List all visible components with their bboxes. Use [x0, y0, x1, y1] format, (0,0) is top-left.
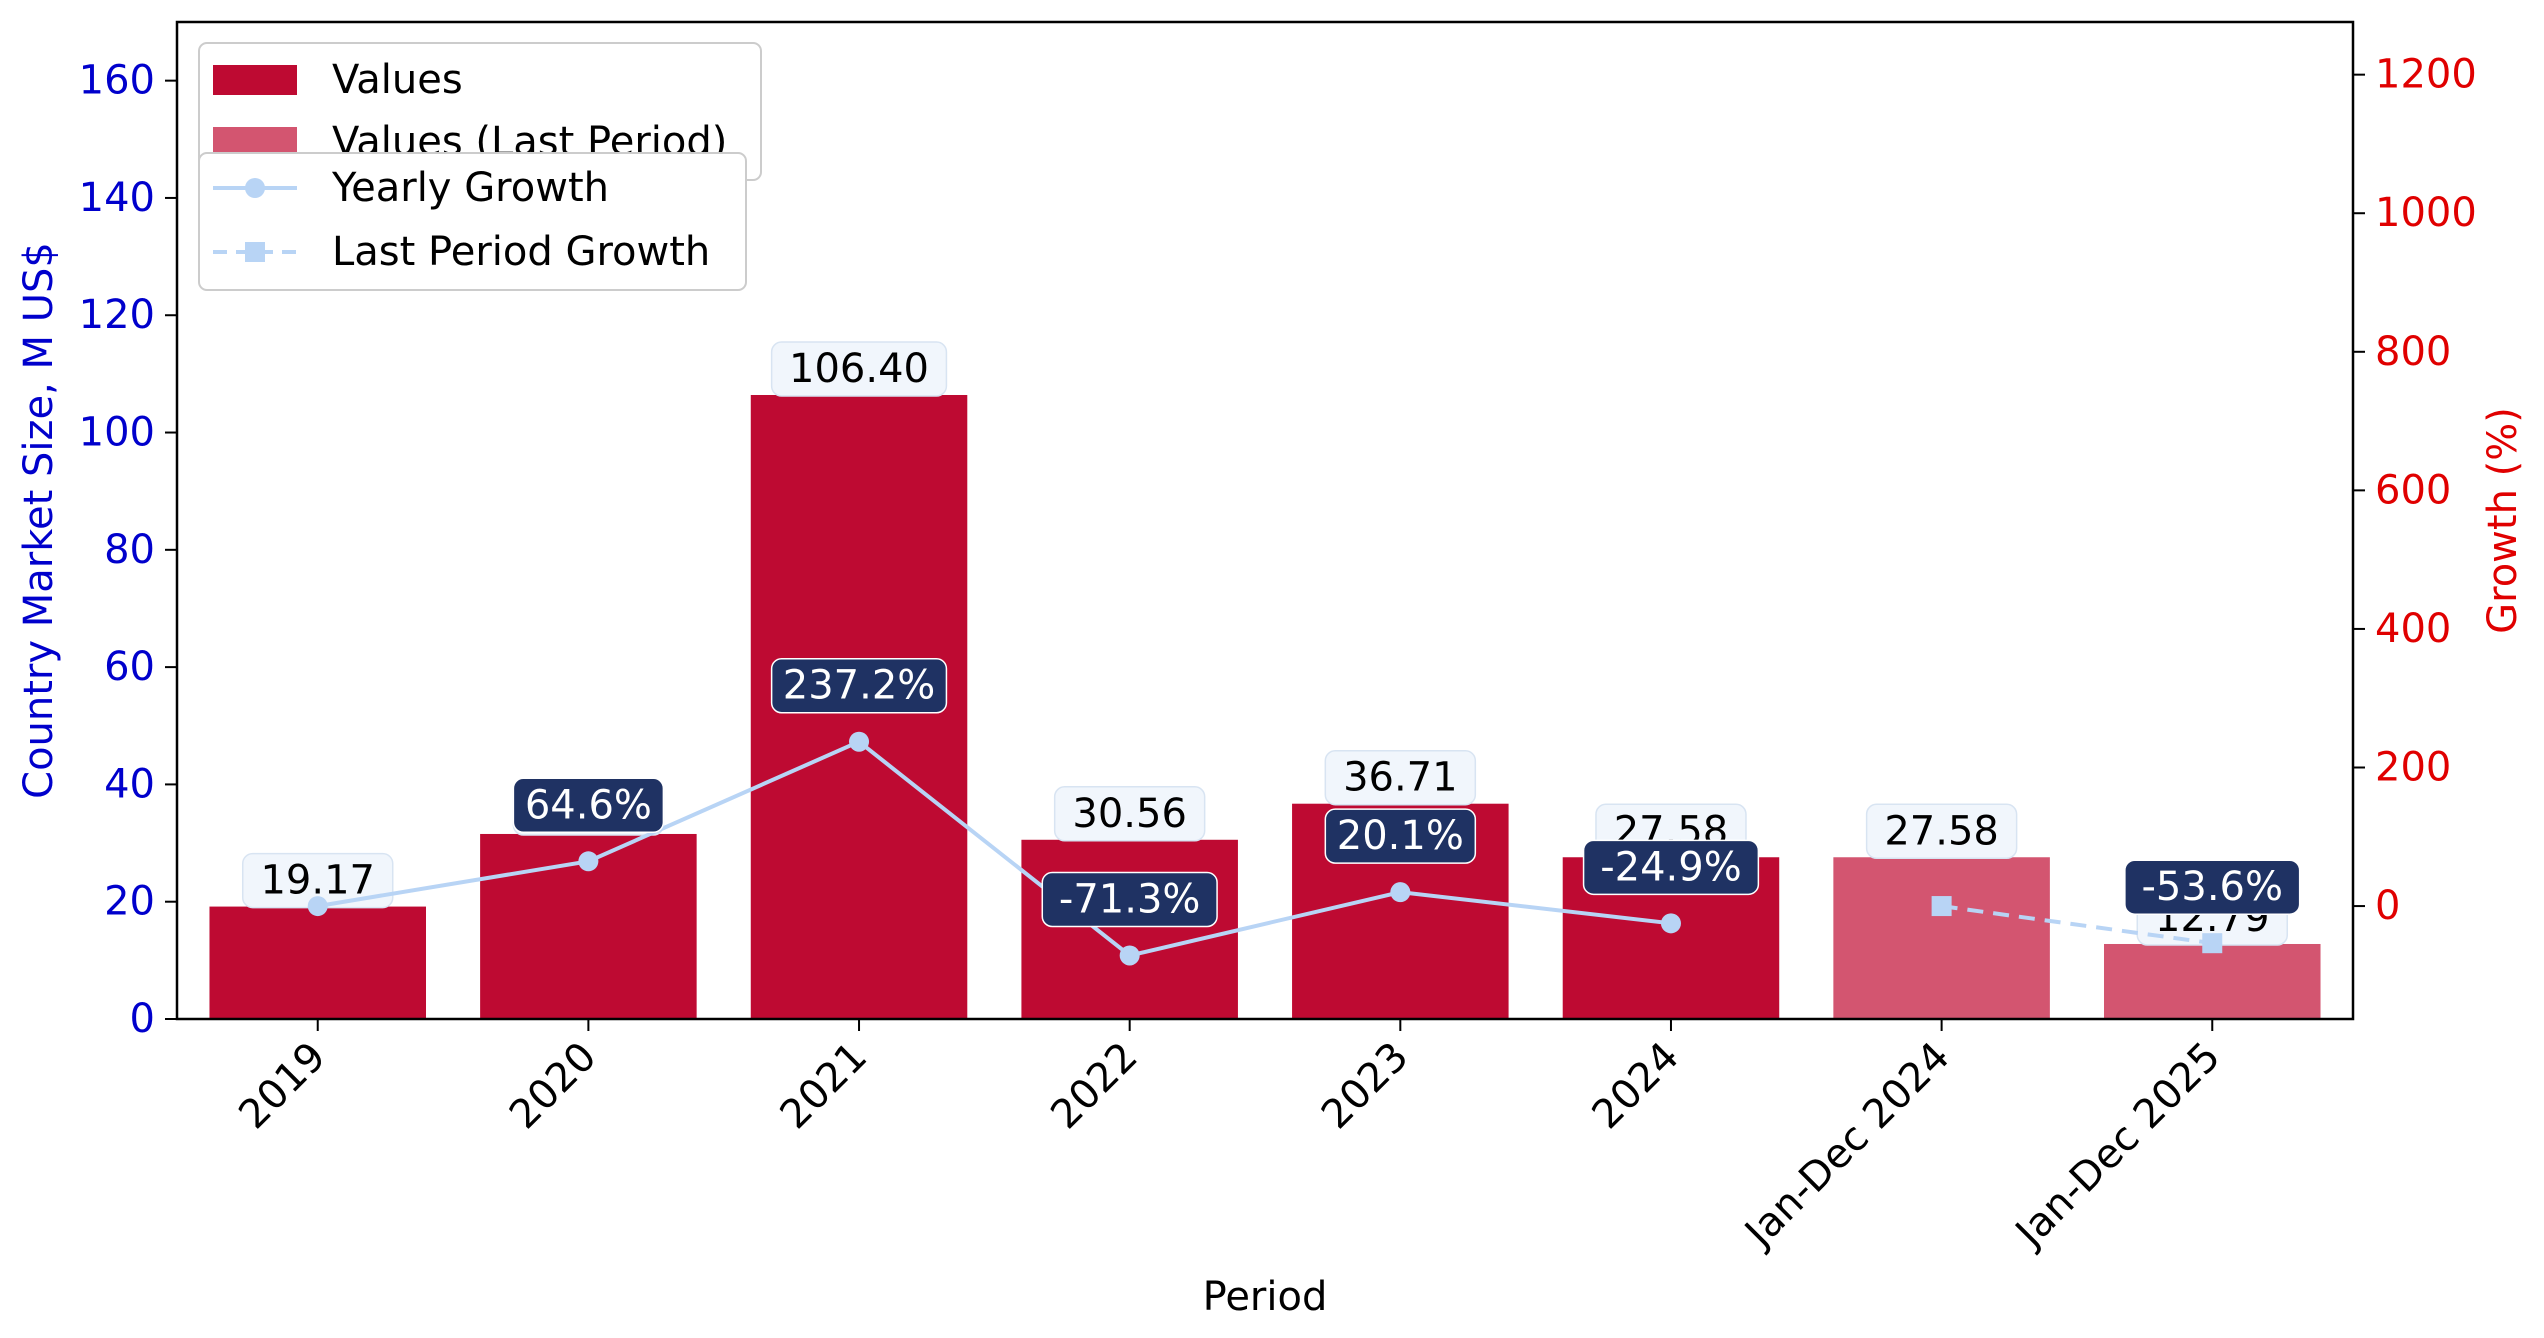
growth-value-label-text: 237.2%: [783, 663, 936, 709]
y2-tick-label: 1000: [2375, 190, 2477, 236]
x-tick-label: Jan-Dec 2025: [2005, 1034, 2229, 1258]
growth-marker: [2202, 933, 2223, 954]
y-tick-label: 100: [79, 410, 155, 456]
bar-value-label-text: 27.58: [1884, 808, 1999, 854]
legend-label: Last Period Growth: [332, 229, 710, 275]
legend-marker: [245, 242, 265, 262]
bar-value-label: 30.56: [1053, 786, 1206, 842]
growth-value-label-text: -71.3%: [1059, 876, 1201, 922]
y-tick-label: 0: [130, 996, 155, 1042]
growth-value-label-box: [1582, 839, 1760, 896]
y2-tick-label: 400: [2375, 606, 2451, 652]
growth-value-label-text: 64.6%: [525, 782, 652, 828]
growth-value-label-box: [1041, 871, 1218, 928]
growth-value-label: 237.2%: [770, 657, 948, 714]
growth-marker: [1390, 882, 1411, 903]
growth-marker: [1931, 896, 1952, 917]
x-tick-label: 2020: [501, 1034, 606, 1139]
legend-box: [198, 152, 747, 291]
growth-value-label: -24.9%: [1582, 839, 1760, 896]
growth-marker: [578, 851, 599, 872]
growth-value-label-box: [2124, 859, 2301, 915]
x-tick-label: Jan-Dec 2024: [1735, 1034, 1959, 1258]
y2-axis-label: Growth (%): [2480, 407, 2526, 634]
y-tick-label: 160: [79, 58, 155, 104]
bar-value-label-text: 106.40: [789, 346, 929, 392]
growth-marker: [849, 731, 870, 752]
y-tick-label: 60: [104, 644, 155, 690]
y-tick-label: 40: [104, 761, 155, 807]
growth-marker: [307, 896, 328, 917]
y-tick-label: 120: [79, 292, 155, 338]
legend-lines: Yearly Growth Last Period Growth: [198, 152, 747, 291]
legend-swatch: [213, 65, 297, 95]
bar: [1833, 857, 2050, 1019]
growth-value-label: -53.6%: [2124, 859, 2301, 915]
legend-marker: [245, 178, 265, 198]
x-tick-label: 2021: [772, 1034, 877, 1139]
growth-value-label-text: -53.6%: [2142, 864, 2284, 910]
y2-tick-label: 1200: [2375, 52, 2477, 98]
bar-value-label: 27.58: [1865, 803, 2018, 860]
legend-label: Values: [332, 57, 463, 103]
bar-value-label-box: [1324, 749, 1477, 806]
bar-value-label: 19.17: [241, 852, 394, 909]
bar: [2104, 943, 2321, 1019]
growth-value-label-box: [1324, 808, 1477, 864]
bar-value-label-box: [1865, 803, 2018, 860]
growth-value-label-text: -24.9%: [1600, 844, 1742, 890]
x-tick-label: 2024: [1584, 1034, 1689, 1139]
y-axis-label: Country Market Size, M US$: [16, 242, 62, 799]
bar-value-label-text: 19.17: [260, 858, 375, 904]
x-tick-label: 2022: [1042, 1034, 1147, 1139]
y2-tick-label: 0: [2375, 883, 2400, 929]
growth-value-label: 20.1%: [1324, 808, 1477, 864]
growth-value-label-text: 20.1%: [1337, 813, 1464, 859]
y2-tick-label: 200: [2375, 744, 2451, 790]
growth-marker: [1119, 945, 1140, 966]
growth-value-label: -71.3%: [1041, 871, 1218, 928]
plot-area: 19.1731.55106.4030.5636.7127.5827.5812.7…: [209, 341, 2321, 1019]
plot-frame: [175, 20, 2355, 1021]
x-tick-label: 2023: [1313, 1034, 1418, 1139]
y2-tick-label: 800: [2375, 329, 2451, 375]
growth-value-label-box: [512, 777, 665, 834]
bar-value-label-box: [770, 341, 948, 397]
growth-line: [1941, 904, 2213, 946]
growth-value-label-box: [770, 657, 948, 714]
bar-value-label-box: [1053, 786, 1206, 842]
growth-value-label: 64.6%: [512, 777, 665, 834]
bar-value-label-text: 30.56: [1072, 791, 1187, 837]
growth-marker: [1660, 913, 1681, 934]
legend-label: Yearly Growth: [331, 165, 609, 211]
bar-value-label-text: 36.71: [1343, 755, 1458, 801]
bar: [209, 906, 426, 1019]
y-tick-label: 80: [104, 527, 155, 573]
x-axis-label: Period: [1203, 1274, 1328, 1320]
y2-tick-label: 600: [2375, 467, 2451, 513]
bar-value-label: 36.71: [1324, 749, 1477, 806]
x-tick-label: 2019: [230, 1034, 335, 1139]
bar-value-label: 106.40: [770, 341, 948, 397]
y-tick-label: 20: [104, 879, 155, 925]
growth-line: [317, 739, 1672, 958]
bar: [1021, 839, 1238, 1019]
y-tick-label: 140: [79, 175, 155, 221]
